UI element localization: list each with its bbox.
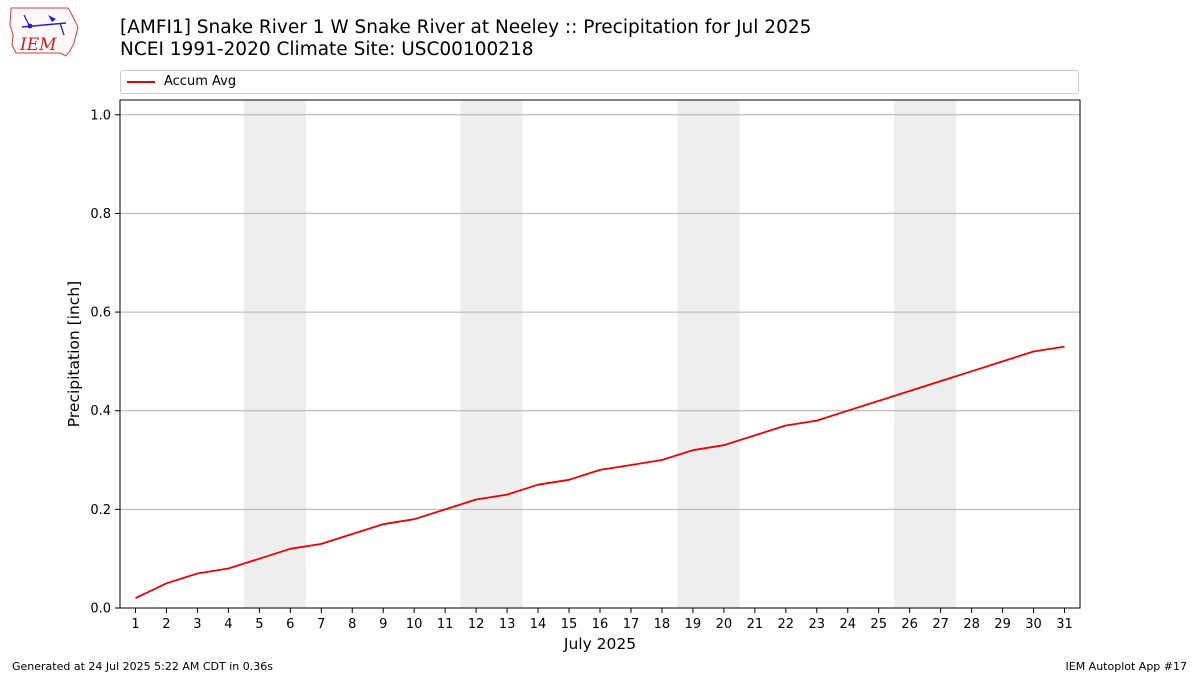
y-tick-label: 0.0 <box>90 602 111 617</box>
weekend-band <box>677 100 740 608</box>
iem-logo: IEM <box>9 7 79 57</box>
x-tick-label: 1 <box>131 617 139 632</box>
legend: Accum Avg <box>120 70 1079 94</box>
x-tick-label: 15 <box>561 617 578 632</box>
weekend-band <box>460 100 523 608</box>
x-tick-label: 11 <box>437 617 454 632</box>
x-tick-label: 22 <box>778 617 795 632</box>
x-axis-label: July 2025 <box>563 635 636 653</box>
legend-label: Accum Avg <box>164 74 237 89</box>
x-tick-label: 4 <box>224 617 232 632</box>
x-tick-label: 14 <box>530 617 547 632</box>
legend-swatch <box>127 81 155 83</box>
weekend-band <box>243 100 306 608</box>
x-tick-label: 24 <box>839 617 856 632</box>
weekend-band <box>894 100 957 608</box>
x-tick-label: 26 <box>901 617 918 632</box>
y-tick-label: 0.6 <box>90 306 111 321</box>
y-tick-label: 1.0 <box>90 108 111 123</box>
logo-text: IEM <box>19 35 57 55</box>
y-tick-label: 0.4 <box>90 404 111 419</box>
x-tick-label: 21 <box>747 617 764 632</box>
x-tick-label: 27 <box>932 617 949 632</box>
x-tick-label: 5 <box>255 617 263 632</box>
x-tick-label: 2 <box>162 617 170 632</box>
app-label: IEM Autoplot App #17 <box>1065 660 1188 673</box>
x-tick-label: 31 <box>1056 617 1073 632</box>
x-tick-label: 20 <box>716 617 733 632</box>
x-tick-label: 25 <box>870 617 887 632</box>
x-tick-label: 23 <box>809 617 826 632</box>
x-tick-label: 30 <box>1025 617 1042 632</box>
plot-frame <box>119 99 1081 609</box>
x-tick-label: 18 <box>654 617 671 632</box>
y-axis-label: Precipitation [inch] <box>65 281 83 427</box>
y-tick-label: 0.2 <box>90 503 111 518</box>
x-tick-label: 29 <box>994 617 1011 632</box>
generated-timestamp: Generated at 24 Jul 2025 5:22 AM CDT in … <box>12 660 273 673</box>
series-line-accum-avg <box>135 345 1065 599</box>
chart-subtitle: NCEI 1991-2020 Climate Site: USC00100218 <box>120 39 534 60</box>
x-tick-label: 17 <box>623 617 640 632</box>
x-tick-label: 28 <box>963 617 980 632</box>
chart-title: [AMFI1] Snake River 1 W Snake River at N… <box>120 17 812 38</box>
x-tick-label: 12 <box>468 617 485 632</box>
y-tick-label: 0.8 <box>90 207 111 222</box>
x-tick-label: 13 <box>499 617 516 632</box>
x-tick-label: 8 <box>348 617 356 632</box>
x-tick-label: 9 <box>379 617 387 632</box>
x-tick-label: 6 <box>286 617 294 632</box>
x-tick-label: 16 <box>592 617 609 632</box>
x-tick-label: 10 <box>406 617 423 632</box>
x-tick-label: 19 <box>685 617 702 632</box>
x-tick-label: 7 <box>317 617 325 632</box>
x-tick-label: 3 <box>193 617 201 632</box>
